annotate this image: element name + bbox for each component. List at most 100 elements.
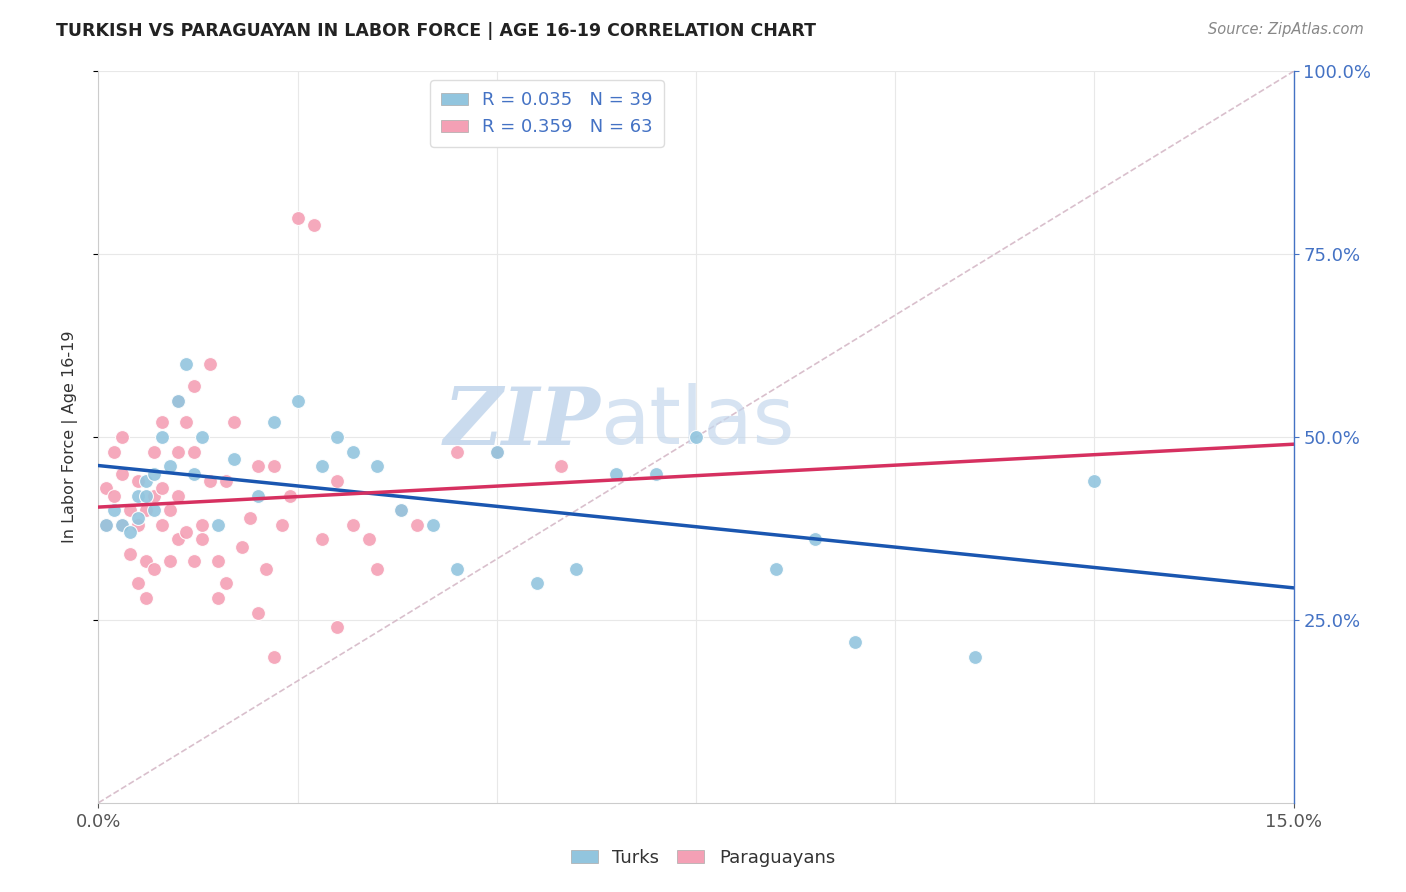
Point — [231, 540, 253, 554]
Legend: R = 0.035   N = 39, R = 0.359   N = 63: R = 0.035 N = 39, R = 0.359 N = 63 — [430, 80, 664, 147]
Point — [159, 503, 181, 517]
Point — [198, 474, 221, 488]
Point — [191, 533, 214, 547]
Point — [359, 533, 381, 547]
Point — [207, 591, 229, 605]
Point — [174, 525, 197, 540]
Point — [207, 517, 229, 532]
Point — [565, 562, 588, 576]
Point — [685, 430, 707, 444]
Point — [239, 510, 262, 524]
Point — [127, 576, 149, 591]
Point — [183, 467, 205, 481]
Point — [326, 620, 349, 634]
Point — [143, 444, 166, 458]
Point — [135, 489, 157, 503]
Text: TURKISH VS PARAGUAYAN IN LABOR FORCE | AGE 16-19 CORRELATION CHART: TURKISH VS PARAGUAYAN IN LABOR FORCE | A… — [56, 22, 817, 40]
Text: ZIP: ZIP — [443, 384, 600, 461]
Point — [135, 503, 157, 517]
Point — [270, 517, 292, 532]
Point — [526, 576, 548, 591]
Point — [222, 416, 245, 430]
Point — [191, 430, 214, 444]
Point — [167, 489, 190, 503]
Point — [103, 489, 125, 503]
Point — [263, 459, 285, 474]
Point — [326, 430, 349, 444]
Point — [366, 562, 388, 576]
Point — [127, 517, 149, 532]
Point — [485, 444, 508, 458]
Point — [215, 576, 238, 591]
Point — [287, 211, 309, 225]
Point — [127, 474, 149, 488]
Point — [389, 503, 412, 517]
Point — [143, 489, 166, 503]
Point — [103, 503, 125, 517]
Point — [143, 467, 166, 481]
Point — [254, 562, 277, 576]
Point — [143, 562, 166, 576]
Point — [207, 554, 229, 568]
Point — [198, 357, 221, 371]
Point — [111, 517, 134, 532]
Point — [246, 606, 269, 620]
Point — [645, 467, 668, 481]
Point — [120, 547, 142, 561]
Point — [389, 503, 412, 517]
Point — [150, 481, 173, 495]
Point — [167, 533, 190, 547]
Point — [263, 649, 285, 664]
Point — [246, 459, 269, 474]
Point — [183, 379, 205, 393]
Point — [174, 357, 197, 371]
Point — [550, 459, 572, 474]
Point — [183, 444, 205, 458]
Point — [174, 416, 197, 430]
Point — [342, 517, 364, 532]
Point — [804, 533, 827, 547]
Point — [103, 444, 125, 458]
Point — [111, 517, 134, 532]
Point — [1083, 474, 1105, 488]
Point — [183, 554, 205, 568]
Point — [311, 459, 333, 474]
Point — [302, 218, 325, 232]
Point — [96, 517, 118, 532]
Point — [406, 517, 429, 532]
Point — [446, 562, 468, 576]
Point — [135, 554, 157, 568]
Point — [215, 474, 238, 488]
Point — [96, 517, 118, 532]
Point — [127, 489, 149, 503]
Point — [167, 393, 190, 408]
Point — [127, 510, 149, 524]
Point — [485, 444, 508, 458]
Point — [159, 554, 181, 568]
Point — [135, 591, 157, 605]
Point — [150, 430, 173, 444]
Point — [167, 444, 190, 458]
Point — [263, 416, 285, 430]
Point — [111, 430, 134, 444]
Point — [422, 517, 444, 532]
Point — [135, 474, 157, 488]
Text: atlas: atlas — [600, 384, 794, 461]
Point — [963, 649, 986, 664]
Point — [111, 467, 134, 481]
Point — [191, 517, 214, 532]
Point — [96, 481, 118, 495]
Point — [246, 489, 269, 503]
Legend: Turks, Paraguayans: Turks, Paraguayans — [564, 842, 842, 874]
Y-axis label: In Labor Force | Age 16-19: In Labor Force | Age 16-19 — [62, 331, 77, 543]
Point — [222, 452, 245, 467]
Point — [311, 533, 333, 547]
Point — [605, 467, 627, 481]
Point — [342, 444, 364, 458]
Text: Source: ZipAtlas.com: Source: ZipAtlas.com — [1208, 22, 1364, 37]
Point — [167, 393, 190, 408]
Point — [765, 562, 787, 576]
Point — [326, 474, 349, 488]
Point — [287, 393, 309, 408]
Point — [120, 525, 142, 540]
